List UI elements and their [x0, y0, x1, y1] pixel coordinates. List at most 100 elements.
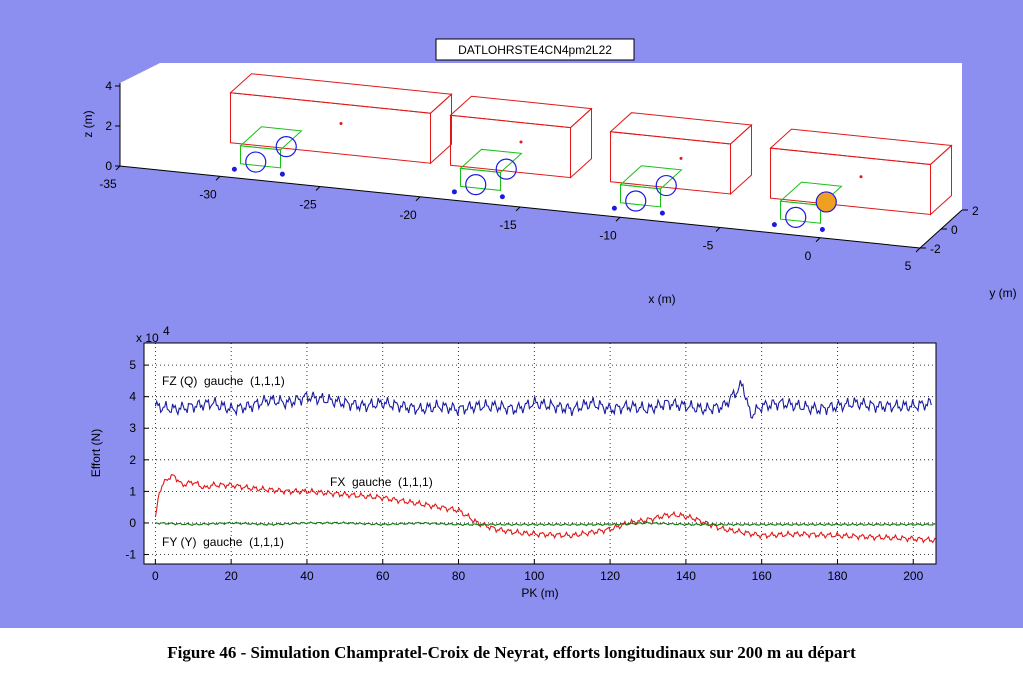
x-tick-label: -15	[499, 218, 517, 232]
x-tick-label: 0	[152, 569, 159, 583]
y-tick-label: 3	[129, 421, 136, 435]
y-axis-label: y (m)	[989, 286, 1016, 300]
y-multiplier: x 10	[136, 331, 159, 345]
x-axis-label: x (m)	[648, 292, 675, 306]
wheel	[275, 136, 297, 158]
x-tick-label: 40	[300, 569, 314, 583]
schematic-title: DATLOHRSTE4CN4pm2L22	[458, 43, 612, 57]
wheel	[465, 174, 487, 196]
plot-y-ticks: -1 0 1 2 3 4 5	[125, 358, 149, 562]
x-tick	[215, 175, 221, 181]
figure-svg: DATLOHRSTE4CN4pm2L22 420 z (m) -35-30-25…	[81, 38, 1017, 600]
bogie-frame-top	[239, 126, 303, 151]
rail-contact	[279, 171, 285, 177]
x-tick-label: 5	[905, 259, 912, 273]
y-exponent: 4	[163, 324, 170, 338]
schematic-title-box	[435, 38, 635, 61]
plot-area	[143, 342, 937, 565]
car-side-face	[430, 93, 452, 165]
rail-contact	[499, 194, 505, 200]
z-tick-label: 4	[105, 79, 112, 93]
y-tick-label: 5	[129, 358, 136, 372]
car-side-face	[570, 107, 592, 179]
y-tick-label: 2	[972, 204, 979, 218]
marked-wheel	[815, 191, 837, 213]
rail-contact	[231, 166, 237, 172]
z-axis-ticks: 4 2 0	[105, 79, 120, 173]
x-tick-label: 100	[524, 569, 544, 583]
x-tick	[515, 206, 521, 212]
x-tick-label: -10	[599, 228, 617, 242]
x-tick-label: 20	[224, 569, 238, 583]
x-tick-label: -20	[399, 208, 417, 222]
schematic-panel	[120, 63, 962, 248]
car-center-marker	[339, 122, 343, 125]
fz-legend-label: FZ (Q) gauche (1,1,1)	[162, 374, 285, 388]
y-tick-label: -1	[125, 548, 136, 562]
x-tick-label: -5	[703, 239, 714, 253]
y-tick-label: 0	[951, 223, 958, 237]
x-tick	[615, 216, 621, 222]
fy-legend-label: FY (Y) gauche (1,1,1)	[162, 535, 284, 549]
plot-y-label: Effort (N)	[89, 429, 103, 477]
x-tick-label: 80	[452, 569, 466, 583]
car-center-marker	[519, 140, 523, 144]
wheel	[495, 158, 517, 180]
car-center-marker	[859, 175, 863, 179]
x-tick-label: 60	[376, 569, 390, 583]
x-axis-ticks: -35 -30 -25 -20 -15 -10 -5 0 5	[99, 165, 921, 273]
rail-contact	[611, 205, 617, 211]
x-tick	[415, 196, 421, 202]
rail-contact	[659, 210, 665, 216]
car-side-face	[730, 123, 752, 196]
series-line	[154, 380, 932, 420]
x-tick-label: -30	[199, 187, 217, 201]
rail-contact	[771, 222, 777, 228]
y-tick-label: 0	[129, 516, 136, 530]
wheel	[785, 206, 807, 228]
y-axis-ticks: 20 -2	[920, 204, 979, 256]
train-car	[769, 128, 953, 233]
car-center-marker	[679, 156, 683, 160]
x-tick-label: 0	[805, 249, 812, 263]
x-tick-label: -35	[99, 177, 117, 191]
x-tick-label: 160	[752, 569, 772, 583]
x-tick	[715, 227, 721, 232]
rail-contact	[819, 227, 825, 233]
x-tick	[315, 186, 321, 191]
plot-x-label: PK (m)	[521, 586, 558, 600]
series-line	[154, 474, 936, 544]
x-tick	[115, 165, 121, 171]
z-tick-label: 0	[105, 159, 112, 173]
wheel	[245, 151, 267, 173]
wheel	[655, 174, 677, 197]
figure-caption: Figure 46 - Simulation Champratel-Croix …	[167, 643, 856, 662]
bogie-frame-top	[779, 181, 843, 206]
train-cars	[229, 73, 953, 233]
y-tick-label: 4	[129, 390, 136, 404]
y-tick-label: 2	[129, 453, 136, 467]
plot-series	[154, 380, 936, 544]
plot-x-ticks: 0 20 40 60 80 100 120 140 160 180 200	[152, 559, 924, 583]
bogie-frame-top	[619, 165, 683, 190]
series-line	[155, 521, 936, 527]
x-tick-label: -25	[299, 198, 317, 212]
x-tick-label: 200	[903, 569, 923, 583]
y-tick-label: -2	[930, 242, 941, 256]
train-car	[229, 73, 453, 177]
bogie-frame-top	[459, 148, 523, 173]
x-tick	[915, 247, 921, 253]
car-side-face	[930, 144, 952, 216]
train-car	[609, 112, 753, 216]
rail-contact	[451, 189, 457, 195]
z-tick-label: 2	[105, 119, 112, 133]
x-tick-label: 180	[827, 569, 847, 583]
effort-chart: 0 20 40 60 80 100 120 140 160 180 200 -1 0 1 2 3 4 5 x 1…	[89, 324, 937, 600]
schematic-3d: DATLOHRSTE4CN4pm2L22 420 z (m) -35-30-25…	[81, 38, 1017, 306]
wheel	[625, 190, 647, 212]
train-car	[449, 95, 593, 200]
x-tick	[815, 237, 821, 243]
x-tick-label: 120	[600, 569, 620, 583]
y-tick-label: 1	[129, 484, 136, 498]
